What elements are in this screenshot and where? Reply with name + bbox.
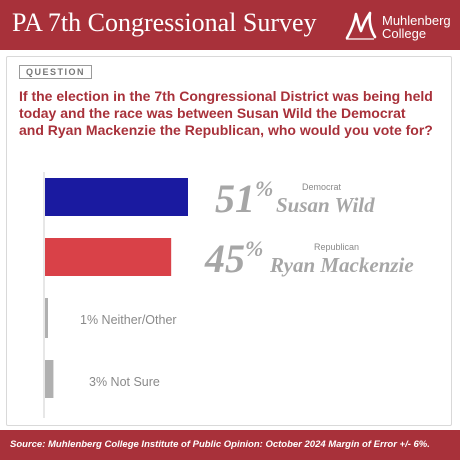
- footer-bar: Source: Muhlenberg College Institute of …: [0, 430, 460, 460]
- bar-value-label: 51%: [215, 176, 273, 221]
- bar-value-label: 45%: [204, 236, 263, 281]
- logo-line-2: College: [382, 26, 427, 41]
- bar-3: [45, 298, 48, 338]
- bar-party-label: Democrat: [302, 182, 342, 192]
- page-title: PA 7th Congressional Survey: [12, 8, 317, 37]
- bar-label: 1% Neither/Other: [80, 313, 177, 327]
- college-logo: Muhlenberg College: [344, 9, 454, 43]
- question-text: If the election in the 7th Congressional…: [19, 88, 433, 138]
- bar-2: [45, 238, 172, 276]
- bar-party-label: Republican: [314, 242, 359, 252]
- bar-4: [45, 360, 54, 398]
- logo-wordmark: Muhlenberg College: [382, 14, 451, 40]
- bar-name-label: Ryan Mackenzie: [269, 253, 414, 277]
- bar-name-label: Susan Wild: [276, 193, 375, 217]
- bar-label: 3% Not Sure: [89, 375, 160, 389]
- muhlenberg-m-logo-icon: [345, 11, 377, 40]
- logo-line-1: Muhlenberg: [382, 13, 451, 28]
- bar-1: [45, 178, 188, 216]
- header-bar: PA 7th Congressional Survey Muhlenberg C…: [0, 0, 460, 50]
- question-badge: QUESTION: [19, 65, 93, 79]
- source-note: Source: Muhlenberg College Institute of …: [10, 439, 430, 450]
